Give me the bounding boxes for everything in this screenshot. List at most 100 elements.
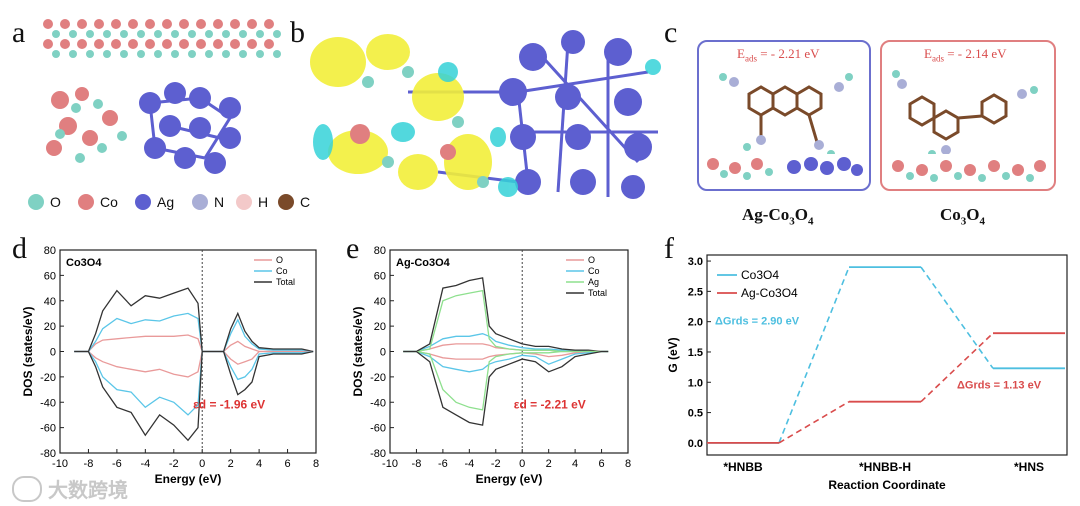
slab-atom — [239, 50, 247, 58]
slab-atom — [86, 30, 94, 38]
panel-label-c: c — [664, 16, 678, 49]
x-tick-label: -8 — [84, 458, 94, 470]
slab-atom — [43, 39, 53, 49]
slab-atom — [52, 30, 60, 38]
slab-atom — [171, 50, 179, 58]
x-tick-label: 8 — [313, 458, 319, 470]
x-tick-label: 2 — [546, 458, 552, 470]
legend-label: Total — [588, 288, 607, 298]
y-tick-label: 60 — [44, 270, 56, 282]
legend-label: Co — [276, 266, 288, 276]
series-line-o_down — [74, 350, 314, 378]
x-tick-label: -2 — [169, 458, 179, 470]
slab-atom — [111, 39, 121, 49]
x-tick-label: 2 — [228, 458, 234, 470]
slab-atom — [162, 19, 172, 29]
slab-atom — [154, 30, 162, 38]
y-tick-label: 0 — [380, 347, 386, 359]
chart-title: Ag-Co3O4 — [396, 257, 451, 269]
slab-atom — [213, 19, 223, 29]
y-tick-label: 20 — [374, 321, 386, 333]
ag-co3o4-adsorption-box: Eads = - 2.21 eV — [697, 40, 871, 191]
y-tick-label: -80 — [370, 448, 386, 460]
x-category-label: *HNBB-H — [859, 460, 911, 474]
y-tick-label: 1.0 — [688, 377, 703, 389]
slab-atom — [103, 50, 111, 58]
atom-n-icon — [192, 194, 208, 210]
x-axis-label: Reaction Coordinate — [828, 478, 946, 492]
y-tick-label: 0.5 — [688, 408, 703, 420]
slab-atom — [256, 30, 264, 38]
series-line-co_down — [403, 350, 609, 373]
y-tick-label: -80 — [40, 448, 56, 460]
y-tick-label: 3.0 — [688, 256, 703, 268]
legend-label: Total — [276, 277, 295, 287]
legend-label: O — [276, 255, 283, 265]
x-tick-label: -6 — [438, 458, 448, 470]
element-legend-o: O — [28, 194, 61, 210]
legend-label: Co3O4 — [741, 268, 779, 282]
co-adsorption-energy: Eads = - 2.14 eV — [924, 46, 1007, 64]
y-tick-label: -40 — [370, 397, 386, 409]
y-tick-label: -20 — [40, 372, 56, 384]
y-tick-label: -60 — [370, 423, 386, 435]
d-band-center-annotation: εd = -2.21 eV — [514, 397, 586, 411]
slab-atom — [86, 50, 94, 58]
slab-atom — [230, 39, 240, 49]
co3o4-adsorption-box: Eads = - 2.14 eV — [880, 40, 1056, 191]
atom-ag-icon — [135, 194, 151, 210]
energy-connector — [778, 266, 850, 444]
y-tick-label: 80 — [44, 245, 56, 257]
x-tick-label: 4 — [256, 458, 262, 470]
x-tick-label: -6 — [112, 458, 122, 470]
y-axis-label: DOS (states/eV) — [351, 306, 365, 396]
slab-atom — [120, 30, 128, 38]
series-line-total — [74, 287, 314, 353]
slab-atom — [69, 50, 77, 58]
slab-atom — [196, 39, 206, 49]
slab-atom — [128, 39, 138, 49]
series-line-total_down — [403, 350, 609, 426]
y-axis-label: G (eV) — [666, 337, 680, 372]
slab-atom — [145, 39, 155, 49]
y-tick-label: -20 — [370, 372, 386, 384]
atom-co-icon — [78, 194, 94, 210]
slab-atom — [43, 19, 53, 29]
slab-atom — [94, 19, 104, 29]
delta-g-annotation-ag-co3o4: ΔGrds = 1.13 eV — [957, 379, 1042, 391]
y-tick-label: 0 — [50, 347, 56, 359]
x-tick-label: -10 — [52, 458, 68, 470]
slab-atom — [205, 30, 213, 38]
slab-atom — [222, 30, 230, 38]
slab-atom — [60, 39, 70, 49]
series-line-ag — [403, 289, 609, 353]
y-tick-label: 2.5 — [688, 286, 703, 298]
free-energy-diagram: 0.0 0.5 1.0 1.5 2.0 2.5 3.0 G (eV) *HNBB *HNBB-H *… — [666, 254, 1068, 492]
slab-atom — [128, 19, 138, 29]
series-line-total_down — [74, 350, 314, 442]
slab-atom — [196, 19, 206, 29]
y-tick-label: -60 — [40, 423, 56, 435]
x-tick-label: 0 — [519, 458, 525, 470]
energy-connector — [920, 266, 994, 369]
legend-label: Ag-Co3O4 — [741, 286, 798, 300]
atom-h-icon — [236, 194, 252, 210]
panel-label-b: b — [290, 16, 305, 49]
y-tick-label: 60 — [374, 270, 386, 282]
slab-atom — [77, 39, 87, 49]
slab-atom — [103, 30, 111, 38]
chart-title: Co3O4 — [66, 257, 102, 269]
delta-g-annotation-co3o4: ΔGrds = 2.90 eV — [715, 316, 800, 328]
slab-atom — [247, 39, 257, 49]
slab-atom — [154, 50, 162, 58]
slab-atom — [137, 50, 145, 58]
energy-connector — [778, 400, 850, 444]
element-legend-c: C — [278, 194, 310, 210]
element-legend-n: N — [192, 194, 224, 210]
ag-co3o4-caption: Ag-Co3O4 — [742, 205, 814, 228]
slab-atom — [222, 50, 230, 58]
x-category-label: *HNBB — [723, 460, 763, 474]
slab-atom — [230, 19, 240, 29]
